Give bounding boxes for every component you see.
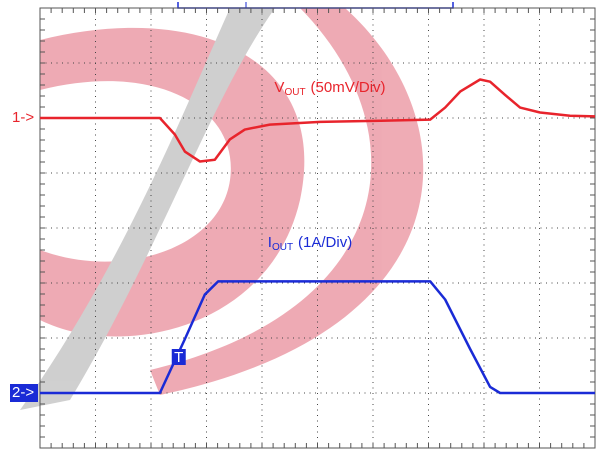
channel-marker: 1-> xyxy=(12,109,34,126)
channel-marker: 2-> xyxy=(12,384,34,401)
top-bracket xyxy=(177,2,454,9)
label-rest: (1A/Div) xyxy=(298,234,352,251)
trace xyxy=(40,78,596,163)
label-sub: OUT xyxy=(272,242,293,253)
label-rest: (50mV/Div) xyxy=(311,79,386,96)
watermark xyxy=(20,8,424,410)
channel-marker-box xyxy=(10,384,38,402)
trigger-box xyxy=(171,349,186,365)
trigger-label: T xyxy=(174,349,183,366)
watermark-arc xyxy=(150,8,424,395)
label-main: V xyxy=(274,79,284,96)
label-sub: OUT xyxy=(284,87,305,98)
watermark-arc xyxy=(20,8,275,410)
watermark-arc xyxy=(40,27,305,337)
trace-label: VOUT (50mV/Div) xyxy=(274,79,385,98)
label-main: I xyxy=(268,234,272,251)
trace-label: IOUT (1A/Div) xyxy=(268,234,352,253)
